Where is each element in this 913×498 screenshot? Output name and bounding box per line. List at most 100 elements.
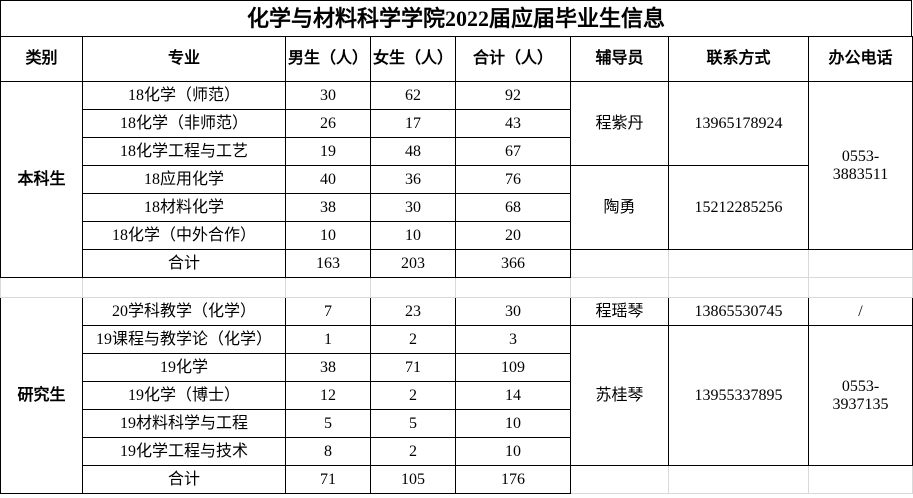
total-count: 3 bbox=[455, 325, 571, 354]
major-cell: 19化学工程与技术 bbox=[82, 437, 286, 466]
female-count: 2 bbox=[370, 381, 456, 410]
major-cell: 18化学工程与工艺 bbox=[82, 137, 286, 166]
female-count: 71 bbox=[370, 353, 456, 382]
counselor-name: 程瑶琴 bbox=[570, 297, 669, 326]
male-count: 30 bbox=[285, 81, 371, 110]
sum-male: 163 bbox=[285, 249, 371, 278]
sum-label: 合计 bbox=[82, 249, 286, 278]
total-count: 30 bbox=[455, 297, 571, 326]
total-count: 92 bbox=[455, 81, 571, 110]
sum-female: 203 bbox=[370, 249, 456, 278]
header-contact: 联系方式 bbox=[668, 36, 809, 82]
sheet-title: 化学与材料科学学院2022届应届毕业生信息 bbox=[0, 0, 912, 37]
header-category: 类别 bbox=[0, 36, 83, 82]
major-cell: 18化学（师范） bbox=[82, 81, 286, 110]
table-row: 18化学（非师范） 26 17 43 bbox=[1, 109, 913, 138]
male-count: 38 bbox=[285, 193, 371, 222]
empty-cell bbox=[808, 465, 913, 494]
table-row: 18应用化学 40 36 76 陶勇 15212285256 bbox=[1, 165, 913, 250]
table-row: 19化学 38 71 109 bbox=[1, 353, 913, 382]
empty-cell bbox=[668, 249, 809, 278]
table-row: 19化学（博士） 12 2 14 bbox=[1, 381, 913, 410]
table-row: 研究生 20学科教学（化学） 7 23 30 程瑶琴 13865530745/ bbox=[0, 297, 913, 494]
total-count: 76 bbox=[455, 165, 571, 194]
major-cell: 19化学（博士） bbox=[82, 381, 286, 410]
total-count: 10 bbox=[455, 409, 571, 438]
empty-cell bbox=[570, 249, 669, 278]
female-count: 36 bbox=[370, 165, 456, 194]
female-count: 2 bbox=[370, 325, 456, 354]
header-major: 专业 bbox=[82, 36, 286, 82]
major-cell: 18材料化学 bbox=[82, 193, 286, 222]
total-count: 43 bbox=[455, 109, 571, 138]
male-count: 10 bbox=[285, 221, 371, 250]
female-count: 10 bbox=[370, 221, 456, 250]
male-count: 8 bbox=[285, 437, 371, 466]
table-row: 本科生 18化学（师范） 30 62 92 程紫丹 13965178924 0553-3883… bbox=[0, 81, 913, 278]
male-count: 26 bbox=[285, 109, 371, 138]
office-phone: 0553-3883511 bbox=[808, 81, 913, 250]
female-count: 17 bbox=[370, 109, 456, 138]
counselor-phone: 15212285256 bbox=[668, 165, 809, 250]
major-cell: 18化学（中外合作） bbox=[82, 221, 286, 250]
counselor-name: 程紫丹 bbox=[570, 81, 669, 166]
sum-label: 合计 bbox=[82, 465, 286, 494]
sum-male: 71 bbox=[285, 465, 371, 494]
counselor-name: 陶勇 bbox=[570, 165, 669, 250]
female-count: 2 bbox=[370, 437, 456, 466]
female-count: 30 bbox=[370, 193, 456, 222]
major-cell: 19化学 bbox=[82, 353, 286, 382]
male-count: 19 bbox=[285, 137, 371, 166]
table-row: 18材料化学 38 30 68 bbox=[1, 193, 913, 222]
major-cell: 18应用化学 bbox=[82, 165, 286, 194]
counselor-name: 苏桂琴 bbox=[570, 325, 669, 466]
table-row: 18化学（中外合作） 10 10 20 bbox=[1, 221, 913, 250]
total-count: 67 bbox=[455, 137, 571, 166]
total-count: 68 bbox=[455, 193, 571, 222]
male-count: 12 bbox=[285, 381, 371, 410]
sum-total: 176 bbox=[455, 465, 571, 494]
major-cell: 18化学（非师范） bbox=[82, 109, 286, 138]
female-count: 48 bbox=[370, 137, 456, 166]
female-count: 5 bbox=[370, 409, 456, 438]
sum-female: 105 bbox=[370, 465, 456, 494]
male-count: 7 bbox=[285, 297, 371, 326]
header-counselor: 辅导员 bbox=[570, 36, 669, 82]
header-office: 办公电话 bbox=[808, 36, 913, 82]
total-count: 14 bbox=[455, 381, 571, 410]
counselor-phone: 13865530745 bbox=[668, 297, 809, 326]
male-count: 38 bbox=[285, 353, 371, 382]
empty-cell bbox=[668, 465, 809, 494]
major-cell: 19课程与教学论（化学） bbox=[82, 325, 286, 354]
category-cell: 研究生 bbox=[0, 297, 83, 494]
office-phone: / bbox=[808, 297, 913, 326]
female-count: 23 bbox=[370, 297, 456, 326]
total-count: 109 bbox=[455, 353, 571, 382]
male-count: 40 bbox=[285, 165, 371, 194]
male-count: 1 bbox=[285, 325, 371, 354]
empty-cell bbox=[808, 249, 913, 278]
total-count: 20 bbox=[455, 221, 571, 250]
total-count: 10 bbox=[455, 437, 571, 466]
major-cell: 20学科教学（化学） bbox=[82, 297, 286, 326]
table-row: 18化学工程与工艺 19 48 67 bbox=[1, 137, 913, 166]
sum-total: 366 bbox=[455, 249, 571, 278]
female-count: 62 bbox=[370, 81, 456, 110]
table-row: 19课程与教学论（化学） 1 2 3 苏桂琴 13955337895 0553-393713… bbox=[1, 325, 913, 466]
counselor-phone: 13965178924 bbox=[668, 81, 809, 166]
empty-cell bbox=[570, 465, 669, 494]
header-total: 合计（人） bbox=[455, 36, 571, 82]
header-male: 男生（人） bbox=[285, 36, 371, 82]
sum-row: 合计 163 203 366 bbox=[1, 249, 913, 278]
office-phone: 0553-3937135 bbox=[808, 325, 913, 466]
info-table: 类别 专业 男生（人） 女生（人） 合计（人） 辅导员 联系方式 办公电话 本科… bbox=[0, 36, 913, 494]
male-count: 5 bbox=[285, 409, 371, 438]
header-female: 女生（人） bbox=[370, 36, 456, 82]
category-cell: 本科生 bbox=[0, 81, 83, 278]
spacer-row bbox=[0, 277, 913, 298]
sum-row: 合计 71 105 176 bbox=[1, 465, 913, 494]
counselor-phone: 13955337895 bbox=[668, 325, 809, 466]
header-row: 类别 专业 男生（人） 女生（人） 合计（人） 辅导员 联系方式 办公电话 bbox=[0, 36, 913, 82]
major-cell: 19材料科学与工程 bbox=[82, 409, 286, 438]
